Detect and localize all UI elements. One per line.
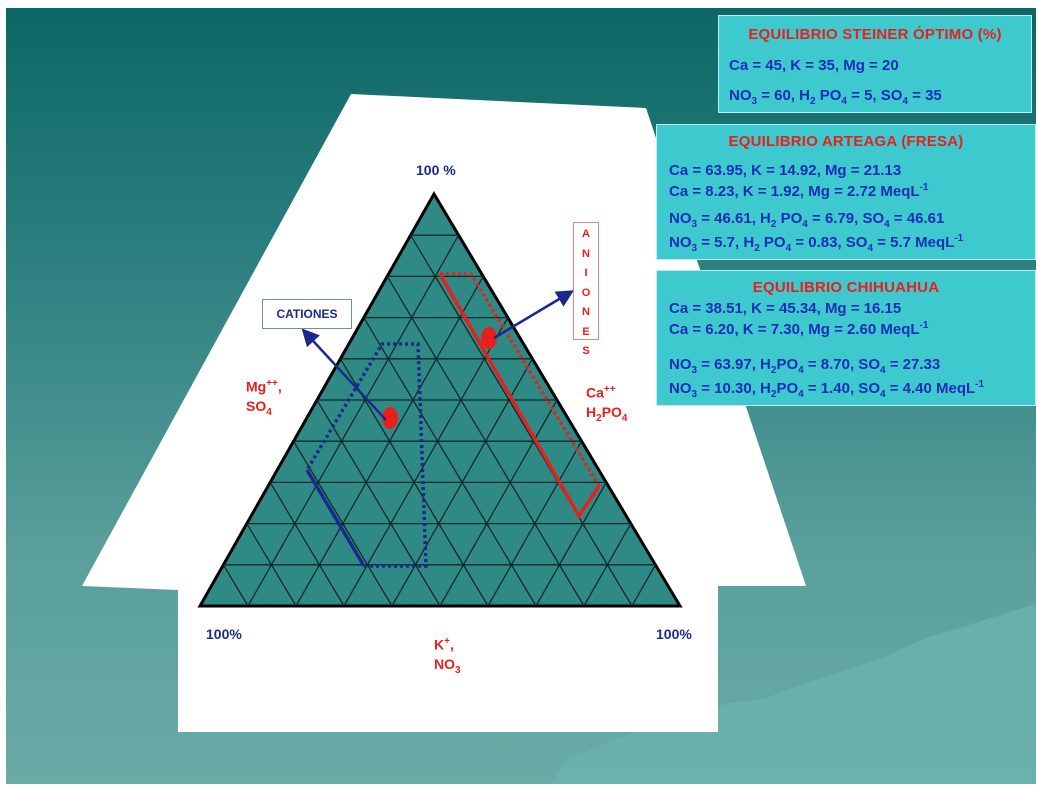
steiner-box: EQUILIBRIO STEINER ÓPTIMO (%) Ca = 45, K… [718, 15, 1032, 113]
grid-line [222, 564, 249, 607]
ternary-diagram [82, 94, 1036, 784]
cation-region-solid [305, 469, 366, 567]
bottom-axis-label: K+, NO3 [434, 636, 461, 676]
chihuahua-box: EQUILIBRIO CHIHUAHUA Ca = 38.51, K = 45.… [656, 270, 1036, 406]
grid-line [535, 482, 607, 607]
chihuahua-line-2: Ca = 6.20, K = 7.30, Mg = 2.60 MeqL-1 [669, 320, 929, 338]
grid-line [363, 317, 537, 607]
background-hills [551, 604, 1036, 784]
aniones-letter: E [582, 325, 590, 338]
aniones-letter: N [582, 306, 590, 318]
anion-arrow [493, 290, 575, 340]
arteaga-line-3: NO3 = 46.61, H2 PO4 = 6.79, SO4 = 46.61 [669, 210, 945, 230]
steiner-title: EQUILIBRIO STEINER ÓPTIMO (%) [748, 26, 1002, 43]
arteaga-line-4: NO3 = 5.7, H2 PO4 = 0.83, SO4 = 5.7 MeqL… [669, 233, 964, 254]
arteaga-line-1: Ca = 63.95, K = 14.92, Mg = 21.13 [669, 162, 902, 179]
aniones-letter: S [582, 345, 590, 357]
grid-line [410, 234, 633, 607]
apex-top-label: 100 % [416, 162, 456, 178]
corner-right-label: 100% [656, 626, 692, 642]
anion-region-dotted [440, 272, 601, 487]
cationes-label: CATIONES [262, 299, 352, 329]
chihuahua-line-4: NO3 = 10.30, H2PO4 = 1.40, SO4 = 4.40 Me… [669, 379, 985, 400]
aniones-letter: O [581, 286, 591, 299]
grid-line [631, 564, 656, 607]
steiner-line-2: NO3 = 60, H2 PO4 = 5, SO4 = 35 [729, 87, 942, 107]
anion-region-solid [438, 273, 601, 520]
chihuahua-line-1: Ca = 38.51, K = 45.34, Mg = 16.15 [669, 300, 902, 317]
steiner-line-1: Ca = 45, K = 35, Mg = 20 [729, 57, 899, 74]
arteaga-box: EQUILIBRIO ARTEAGA (FRESA) Ca = 63.95, K… [656, 124, 1036, 260]
aniones-letter: I [584, 267, 588, 279]
right-axis-label: Ca++ H2PO4 [586, 384, 628, 424]
left-axis-label: Mg++, SO4 [246, 378, 282, 418]
grid-line [439, 399, 558, 607]
grid-line [247, 234, 460, 607]
cation-region-dotted [305, 342, 428, 568]
arteaga-line-2: Ca = 8.23, K = 1.92, Mg = 2.72 MeqL-1 [669, 182, 929, 200]
grid-line [343, 317, 509, 607]
grid-line [316, 399, 441, 607]
chihuahua-line-3: NO3 = 63.97, H2PO4 = 8.70, SO4 = 27.33 [669, 356, 941, 376]
grid-line [269, 482, 345, 607]
slide: 100 % 100% 100% K+, NO3 Mg++, SO4 Ca++ H… [6, 8, 1036, 784]
corner-left-label: 100% [206, 626, 242, 642]
grid-line [295, 276, 484, 607]
arteaga-title: EQUILIBRIO ARTEAGA (FRESA) [728, 133, 964, 150]
cation-point [382, 407, 398, 429]
aniones-letter: N [582, 247, 590, 260]
anion-point [481, 327, 497, 349]
chihuahua-title: EQUILIBRIO CHIHUAHUA [752, 279, 940, 296]
aniones-letter: A [582, 228, 590, 240]
grid-line [386, 276, 585, 607]
cation-arrow [301, 328, 387, 421]
